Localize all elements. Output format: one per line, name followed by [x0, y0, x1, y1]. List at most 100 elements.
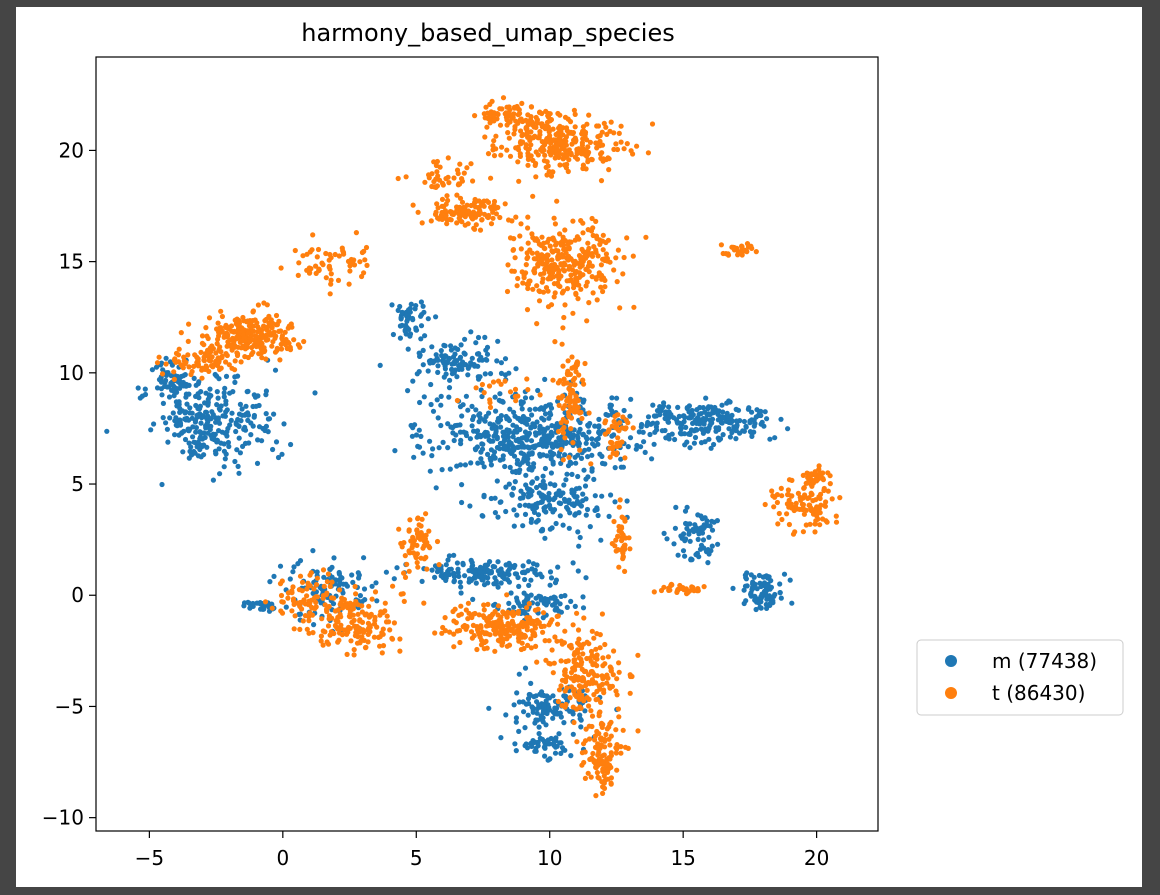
data-point: [511, 507, 517, 513]
data-point: [593, 793, 599, 799]
data-point: [439, 196, 446, 202]
data-point: [474, 444, 480, 450]
data-point: [459, 482, 465, 488]
data-point: [781, 571, 788, 577]
data-point: [413, 327, 420, 333]
data-point: [556, 125, 562, 131]
data-point: [512, 479, 518, 485]
data-point: [171, 369, 177, 375]
data-point: [594, 745, 600, 751]
data-point: [699, 516, 706, 522]
data-point: [594, 297, 600, 303]
data-point: [438, 402, 444, 408]
data-point: [618, 744, 624, 750]
data-point: [546, 437, 552, 443]
data-point: [308, 597, 315, 603]
data-point: [351, 617, 357, 623]
data-point: [207, 386, 213, 392]
data-point: [585, 151, 591, 157]
data-point: [540, 256, 546, 262]
data-point: [160, 400, 166, 406]
data-point: [800, 507, 806, 513]
data-point: [580, 272, 586, 278]
data-point: [817, 495, 823, 502]
data-point: [525, 153, 531, 159]
data-point: [451, 631, 457, 637]
data-point: [416, 427, 422, 433]
data-point: [757, 604, 763, 610]
data-point: [433, 352, 439, 358]
data-point: [423, 511, 429, 517]
data-point: [539, 279, 545, 285]
data-point: [703, 395, 709, 401]
data-point: [506, 560, 512, 566]
data-point: [266, 416, 273, 422]
data-point: [589, 215, 595, 222]
data-point: [516, 728, 522, 735]
data-point: [519, 406, 525, 412]
data-point: [528, 592, 534, 598]
data-point: [608, 119, 614, 125]
data-point: [751, 585, 758, 591]
data-point: [290, 569, 296, 575]
data-point: [420, 347, 426, 353]
data-point: [267, 579, 273, 585]
data-point: [561, 376, 567, 382]
data-point: [361, 270, 367, 276]
data-point: [250, 603, 256, 610]
data-point: [570, 622, 576, 628]
data-point: [215, 336, 221, 342]
data-point: [596, 731, 602, 737]
data-point: [616, 564, 622, 570]
data-point: [588, 156, 595, 162]
data-point: [182, 436, 189, 443]
data-point: [363, 244, 370, 251]
data-point: [551, 294, 557, 300]
data-point: [289, 608, 295, 614]
data-point: [567, 394, 573, 400]
data-point: [612, 465, 618, 471]
data-point: [558, 500, 564, 507]
data-point: [756, 572, 763, 579]
data-point: [784, 511, 790, 517]
data-point: [339, 245, 345, 251]
data-point: [537, 482, 544, 488]
data-point: [774, 492, 781, 498]
data-point: [490, 143, 496, 149]
data-point: [685, 521, 691, 527]
data-point: [491, 602, 497, 608]
data-point: [549, 525, 555, 531]
data-point: [487, 101, 493, 107]
data-point: [573, 460, 579, 466]
x-axis: −5 0 5 10 15 20: [135, 831, 829, 870]
data-point: [532, 632, 538, 639]
data-point: [386, 619, 392, 625]
data-point: [512, 393, 518, 400]
data-point: [328, 281, 334, 287]
data-point: [562, 114, 569, 120]
data-point: [520, 139, 526, 145]
data-point: [316, 267, 322, 273]
data-point: [550, 461, 556, 467]
data-point: [149, 367, 155, 373]
data-point: [326, 257, 332, 263]
data-point: [560, 267, 566, 273]
data-point: [618, 123, 624, 129]
data-point: [469, 355, 475, 361]
data-point: [525, 712, 531, 718]
data-point: [178, 330, 184, 336]
data-point: [585, 770, 591, 776]
data-point: [190, 434, 196, 440]
data-point: [238, 418, 244, 424]
data-point: [534, 710, 540, 716]
data-point: [534, 120, 540, 126]
data-point: [594, 652, 600, 658]
data-point: [539, 527, 546, 533]
data-point: [542, 152, 548, 158]
data-point: [205, 430, 211, 436]
data-point: [471, 414, 477, 420]
data-point: [531, 256, 537, 262]
data-point: [520, 280, 526, 286]
data-point: [648, 421, 654, 427]
